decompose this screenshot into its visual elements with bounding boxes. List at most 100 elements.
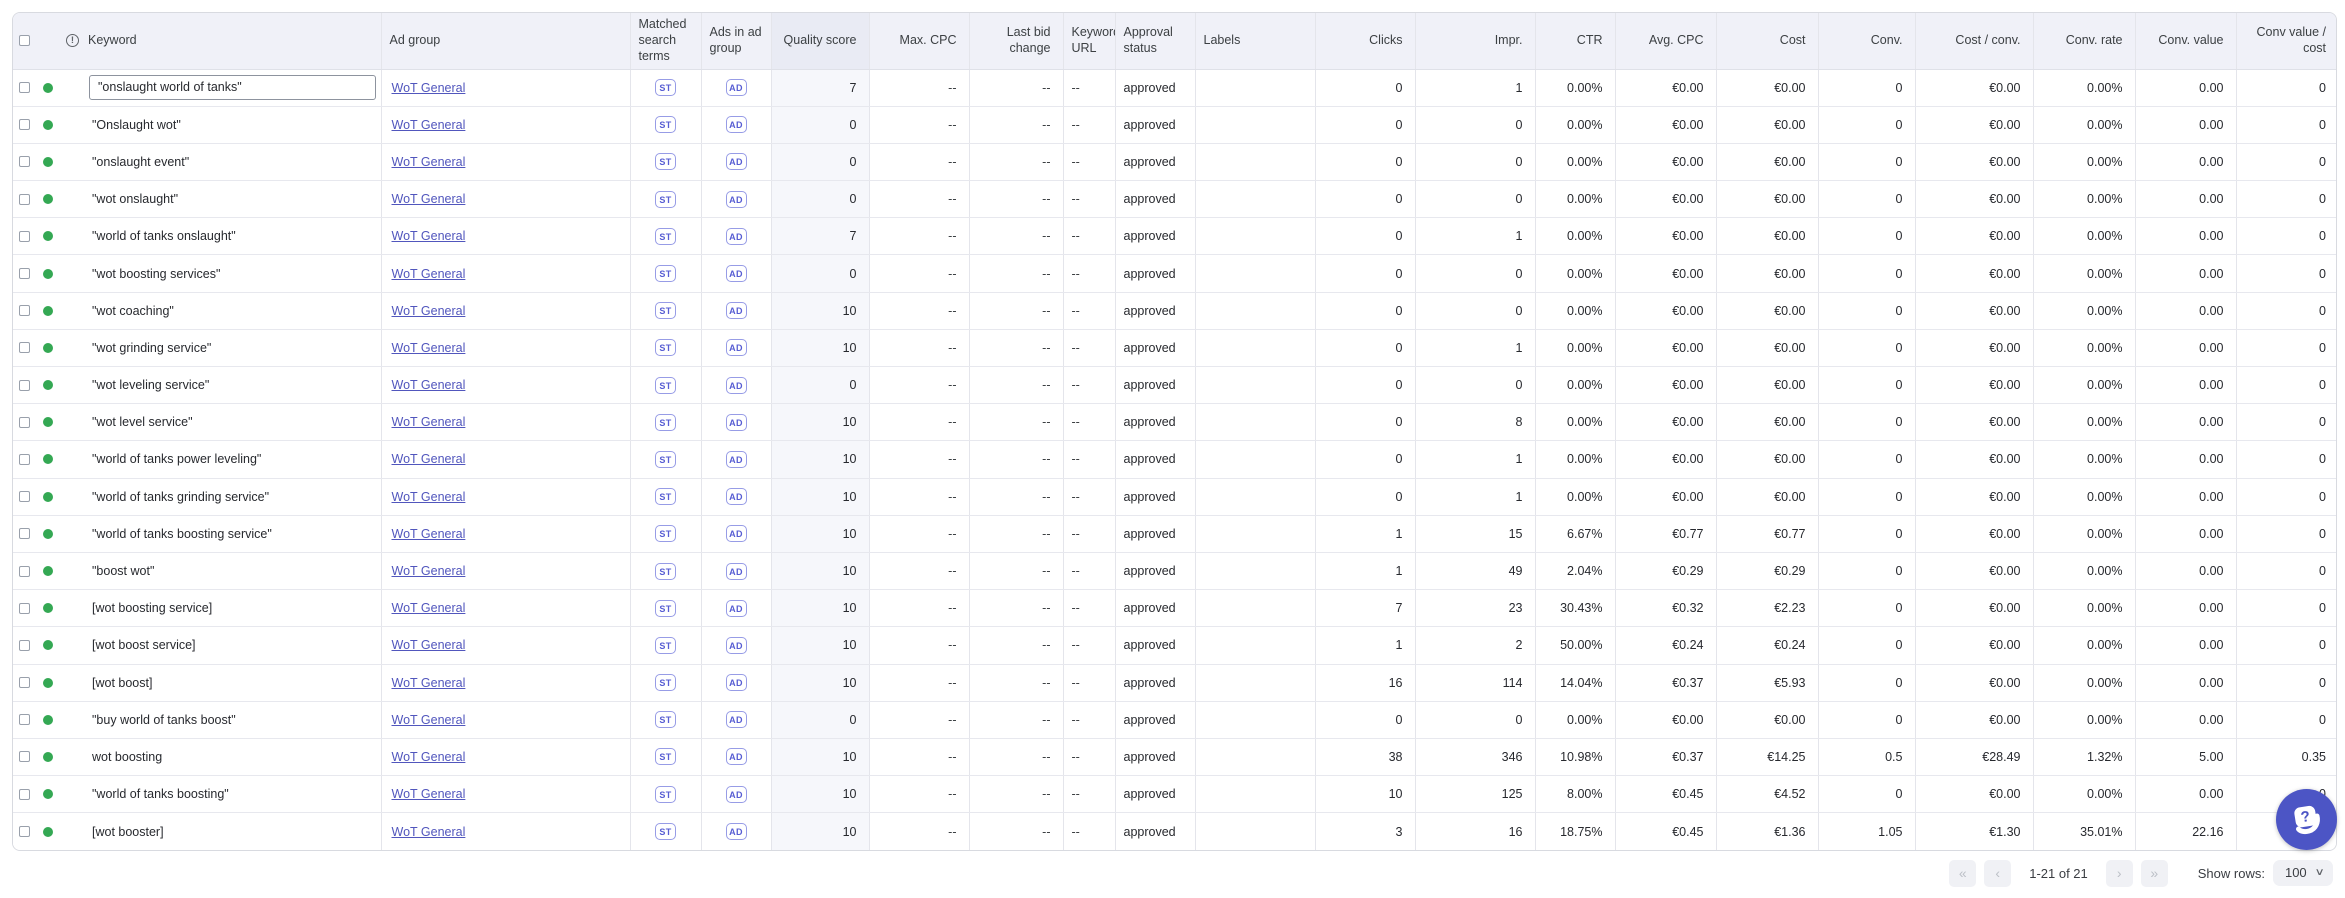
ad-group-link[interactable]: WoT General: [391, 638, 466, 653]
ad-group-link[interactable]: WoT General: [391, 452, 466, 467]
matched-search-terms-chip[interactable]: ST: [655, 302, 676, 320]
keyword-text[interactable]: "wot boosting services": [92, 266, 221, 281]
ads-in-ad-group-chip[interactable]: AD: [725, 413, 747, 431]
column-header-clicks[interactable]: Clicks: [1315, 13, 1416, 70]
keyword-text[interactable]: "wot coaching": [92, 303, 174, 318]
ad-group-link[interactable]: WoT General: [391, 378, 466, 393]
row-checkbox[interactable]: [19, 416, 30, 428]
ads-in-ad-group-chip[interactable]: AD: [725, 823, 747, 841]
row-checkbox[interactable]: [19, 379, 30, 391]
row-checkbox[interactable]: [19, 230, 30, 242]
matched-search-terms-chip[interactable]: ST: [655, 265, 676, 283]
ads-in-ad-group-chip[interactable]: AD: [725, 599, 747, 617]
keyword-text[interactable]: "wot grinding service": [92, 340, 212, 355]
ads-in-ad-group-chip[interactable]: AD: [725, 376, 747, 394]
row-checkbox[interactable]: [19, 119, 30, 131]
ads-in-ad-group-chip[interactable]: AD: [725, 636, 747, 654]
matched-search-terms-chip[interactable]: ST: [655, 227, 676, 245]
row-checkbox[interactable]: [19, 565, 30, 577]
row-checkbox[interactable]: [19, 788, 30, 800]
ad-group-link[interactable]: WoT General: [391, 489, 466, 504]
row-checkbox[interactable]: [19, 714, 30, 726]
help-chat-fab[interactable]: ?: [2276, 789, 2337, 850]
column-header-quality-score[interactable]: Quality score: [771, 13, 870, 70]
matched-search-terms-chip[interactable]: ST: [655, 823, 676, 841]
ads-in-ad-group-chip[interactable]: AD: [725, 525, 747, 543]
column-header-approval-status[interactable]: Approval status: [1115, 13, 1196, 70]
row-checkbox[interactable]: [19, 453, 30, 465]
matched-search-terms-chip[interactable]: ST: [655, 636, 676, 654]
ads-in-ad-group-chip[interactable]: AD: [725, 748, 747, 766]
row-checkbox[interactable]: [19, 82, 30, 94]
column-header-ads-in-ad-group[interactable]: Ads in ad group: [701, 13, 772, 70]
keyword-text[interactable]: "Onslaught wot": [92, 117, 181, 132]
keyword-text[interactable]: [wot booster]: [92, 824, 164, 839]
ad-group-link[interactable]: WoT General: [391, 266, 466, 281]
ad-group-link[interactable]: WoT General: [391, 229, 466, 244]
next-page-button[interactable]: ›: [2105, 859, 2133, 887]
ad-group-link[interactable]: WoT General: [391, 154, 466, 169]
matched-search-terms-chip[interactable]: ST: [655, 450, 676, 468]
ad-group-link[interactable]: WoT General: [391, 526, 466, 541]
row-checkbox[interactable]: [19, 305, 30, 317]
keyword-text[interactable]: wot boosting: [92, 749, 163, 764]
matched-search-terms-chip[interactable]: ST: [655, 488, 676, 506]
column-header-keyword-url[interactable]: Keyword URL: [1063, 13, 1116, 70]
matched-search-terms-chip[interactable]: ST: [655, 785, 676, 803]
matched-search-terms-chip[interactable]: ST: [655, 525, 676, 543]
keyword-text[interactable]: "world of tanks boosting": [92, 787, 229, 802]
ad-group-link[interactable]: WoT General: [391, 675, 466, 690]
ad-group-link[interactable]: WoT General: [391, 80, 466, 95]
column-header-last-bid-change[interactable]: Last bid change: [969, 13, 1064, 70]
row-checkbox[interactable]: [19, 602, 30, 614]
ad-group-link[interactable]: WoT General: [391, 415, 466, 430]
column-header-impressions[interactable]: Impr.: [1415, 13, 1536, 70]
ads-in-ad-group-chip[interactable]: AD: [725, 265, 747, 283]
ads-in-ad-group-chip[interactable]: AD: [725, 190, 747, 208]
keyword-text[interactable]: [wot boosting service]: [92, 601, 213, 616]
row-checkbox[interactable]: [19, 751, 30, 763]
ads-in-ad-group-chip[interactable]: AD: [725, 79, 747, 97]
keyword-text[interactable]: "onslaught world of tanks": [89, 75, 376, 101]
column-header-cost-per-conv[interactable]: Cost / conv.: [1915, 13, 2034, 70]
ad-group-link[interactable]: WoT General: [391, 749, 466, 764]
row-checkbox[interactable]: [19, 268, 30, 280]
ads-in-ad-group-chip[interactable]: AD: [725, 339, 747, 357]
keyword-text[interactable]: "boost wot": [92, 564, 155, 579]
ads-in-ad-group-chip[interactable]: AD: [725, 450, 747, 468]
matched-search-terms-chip[interactable]: ST: [655, 79, 676, 97]
column-header-conv-rate[interactable]: Conv. rate: [2033, 13, 2136, 70]
first-page-button[interactable]: «: [1949, 859, 1977, 887]
ads-in-ad-group-chip[interactable]: AD: [725, 674, 747, 692]
matched-search-terms-chip[interactable]: ST: [655, 599, 676, 617]
select-all-checkbox[interactable]: [19, 35, 30, 47]
row-checkbox[interactable]: [19, 491, 30, 503]
ad-group-link[interactable]: WoT General: [391, 564, 466, 579]
row-checkbox[interactable]: [19, 156, 30, 168]
ads-in-ad-group-chip[interactable]: AD: [725, 488, 747, 506]
last-page-button[interactable]: »: [2140, 859, 2168, 887]
keyword-text[interactable]: "world of tanks onslaught": [92, 229, 236, 244]
ad-group-link[interactable]: WoT General: [391, 303, 466, 318]
column-header-ctr[interactable]: CTR: [1535, 13, 1616, 70]
ad-group-link[interactable]: WoT General: [391, 192, 466, 207]
row-checkbox[interactable]: [19, 193, 30, 205]
ads-in-ad-group-chip[interactable]: AD: [725, 562, 747, 580]
matched-search-terms-chip[interactable]: ST: [655, 674, 676, 692]
ads-in-ad-group-chip[interactable]: AD: [725, 227, 747, 245]
row-checkbox[interactable]: [19, 342, 30, 354]
prev-page-button[interactable]: ‹: [1984, 859, 2012, 887]
ad-group-link[interactable]: WoT General: [391, 787, 466, 802]
matched-search-terms-chip[interactable]: ST: [655, 116, 676, 134]
ads-in-ad-group-chip[interactable]: AD: [725, 116, 747, 134]
column-header-matched-search-terms[interactable]: Matched search terms: [630, 13, 702, 70]
keyword-text[interactable]: "wot onslaught": [92, 192, 179, 207]
ad-group-link[interactable]: WoT General: [391, 712, 466, 727]
keyword-text[interactable]: [wot boost]: [92, 675, 153, 690]
matched-search-terms-chip[interactable]: ST: [655, 413, 676, 431]
keyword-text[interactable]: "world of tanks power leveling": [92, 452, 262, 467]
column-header-cost[interactable]: Cost: [1716, 13, 1819, 70]
ad-group-link[interactable]: WoT General: [391, 824, 466, 839]
column-header-conv-value[interactable]: Conv. value: [2135, 13, 2237, 70]
row-checkbox[interactable]: [19, 826, 30, 838]
